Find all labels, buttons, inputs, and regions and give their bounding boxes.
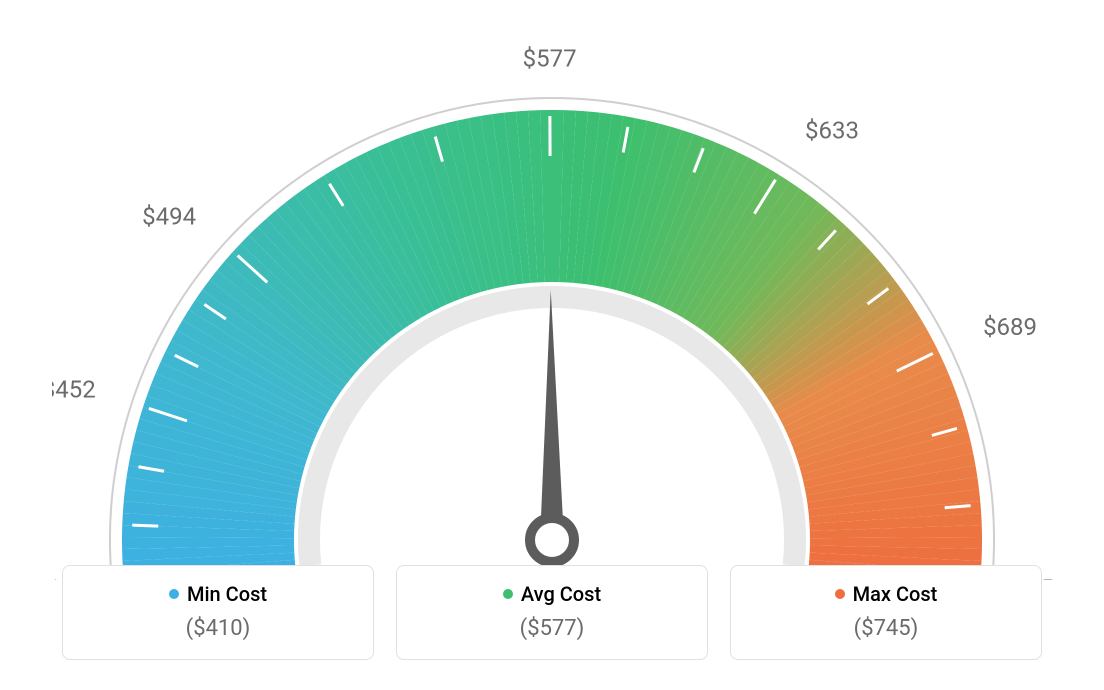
legend-avg-label: Avg Cost — [521, 582, 601, 606]
gauge-tick-label: $633 — [805, 116, 859, 144]
legend-max: Max Cost ($745) — [730, 565, 1042, 660]
gauge-needle — [540, 290, 564, 540]
legend-min-label: Min Cost — [187, 582, 267, 606]
legend: Min Cost ($410) Avg Cost ($577) Max Cost… — [62, 565, 1042, 660]
dot-icon — [835, 589, 845, 599]
gauge-needle-hub — [530, 518, 574, 562]
legend-max-title: Max Cost — [835, 582, 938, 606]
legend-min-value: ($410) — [73, 616, 363, 641]
legend-min: Min Cost ($410) — [62, 565, 374, 660]
gauge-tick-label: $577 — [523, 44, 577, 72]
dot-icon — [503, 589, 513, 599]
legend-min-title: Min Cost — [169, 582, 267, 606]
gauge-svg: $410$452$494$577$633$689$745 — [52, 40, 1052, 580]
legend-max-value: ($745) — [741, 616, 1031, 641]
dot-icon — [169, 589, 179, 599]
legend-avg-title: Avg Cost — [503, 582, 601, 606]
gauge-tick-label: $689 — [983, 313, 1037, 341]
gauge-tick-label: $452 — [52, 375, 96, 403]
legend-max-label: Max Cost — [853, 582, 938, 606]
legend-avg-value: ($577) — [407, 616, 697, 641]
gauge-tick-label: $494 — [142, 202, 196, 230]
legend-avg: Avg Cost ($577) — [396, 565, 708, 660]
cost-gauge: $410$452$494$577$633$689$745 — [52, 40, 1052, 560]
